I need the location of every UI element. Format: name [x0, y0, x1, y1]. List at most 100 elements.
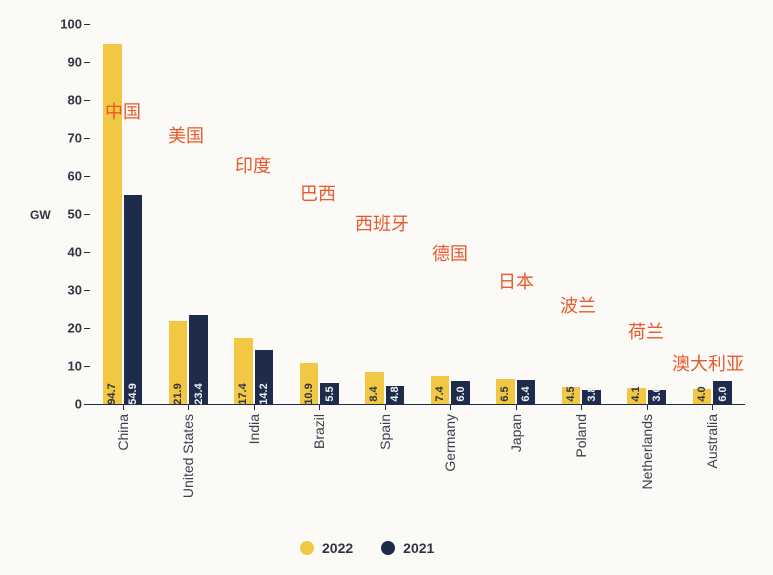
bar-value-label: 6.5 [499, 386, 511, 401]
bar-value-label: 21.9 [172, 383, 184, 404]
bar-2022: 10.9 [300, 363, 319, 404]
bar-value-label: 94.7 [106, 383, 118, 404]
y-tick-mark [84, 62, 90, 63]
bar-2021: 3.6 [648, 390, 667, 404]
bar-2021: 4.8 [386, 386, 405, 404]
bar-value-label: 4.1 [630, 386, 642, 401]
x-tick-mark [516, 404, 517, 410]
bar-value-label: 14.2 [258, 383, 270, 404]
x-tick-label: United States [180, 414, 196, 498]
x-tick-label: Germany [442, 414, 458, 472]
x-tick-mark [647, 404, 648, 410]
y-tick-label: 30 [68, 283, 82, 298]
bar-value-label: 4.8 [389, 386, 401, 401]
bar-value-label: 54.9 [127, 383, 139, 404]
y-tick-label: 0 [75, 397, 82, 412]
annotation-label: 德国 [432, 240, 468, 266]
y-tick-mark [84, 328, 90, 329]
x-tick-label: Spain [377, 414, 393, 450]
bar-2022: 4.0 [693, 389, 712, 404]
bar-2022: 7.4 [431, 376, 450, 404]
x-tick-label: Poland [573, 414, 589, 458]
bar-value-label: 6.4 [520, 386, 532, 401]
bar-value-label: 3.6 [651, 386, 663, 401]
y-tick-label: 20 [68, 321, 82, 336]
x-tick-mark [254, 404, 255, 410]
legend-swatch [381, 541, 395, 555]
bar-value-label: 4.0 [696, 386, 708, 401]
bar-2021: 5.5 [320, 383, 339, 404]
legend-item: 2022 [300, 540, 353, 556]
bar-2021: 54.9 [124, 195, 143, 404]
y-tick-mark [84, 100, 90, 101]
y-tick-mark [84, 214, 90, 215]
x-tick-label: China [115, 414, 131, 451]
y-tick-mark [84, 24, 90, 25]
x-tick-mark [319, 404, 320, 410]
bar-value-label: 10.9 [303, 383, 315, 404]
legend-label: 2022 [322, 540, 353, 556]
y-tick-label: 10 [68, 359, 82, 374]
y-tick-mark [84, 366, 90, 367]
bar-value-label: 17.4 [237, 383, 249, 404]
y-tick-label: 100 [60, 17, 82, 32]
bar-value-label: 5.5 [324, 386, 336, 401]
x-tick-mark [188, 404, 189, 410]
bar-2021: 6.4 [517, 380, 536, 404]
legend: 2022 2021 [300, 540, 434, 556]
annotation-label: 澳大利亚 [672, 350, 744, 376]
bar-value-label: 7.4 [434, 386, 446, 401]
chart-container: 0 10 20 30 40 50 60 70 80 90 100 China 94.7 54.9 Unite… [0, 0, 773, 575]
annotation-label: 西班牙 [355, 210, 409, 236]
bar-value-label: 8.4 [368, 386, 380, 401]
y-tick-mark [84, 176, 90, 177]
y-tick-label: 90 [68, 55, 82, 70]
bar-value-label: 23.4 [193, 383, 205, 404]
bar-value-label: 6.0 [717, 386, 729, 401]
bar-2022: 21.9 [169, 321, 188, 404]
y-tick-label: 40 [68, 245, 82, 260]
bar-2022: 17.4 [234, 338, 253, 404]
annotation-label: 印度 [235, 152, 271, 178]
y-tick-label: 80 [68, 93, 82, 108]
y-tick-mark [84, 138, 90, 139]
y-tick-mark [84, 290, 90, 291]
bar-2021: 6.0 [713, 381, 732, 404]
annotation-label: 波兰 [560, 292, 596, 318]
y-tick-mark [84, 404, 90, 405]
x-tick-mark [450, 404, 451, 410]
x-tick-label: India [246, 414, 262, 444]
x-tick-mark [581, 404, 582, 410]
bar-2022: 4.5 [562, 387, 581, 404]
y-tick-mark [84, 252, 90, 253]
legend-label: 2021 [403, 540, 434, 556]
annotation-label: 巴西 [300, 180, 336, 206]
bar-value-label: 4.5 [565, 386, 577, 401]
bar-2022: 4.1 [627, 388, 646, 404]
x-tick-mark [385, 404, 386, 410]
bar-value-label: 3.8 [586, 386, 598, 401]
bar-2021: 6.0 [451, 381, 470, 404]
bar-2021: 14.2 [255, 350, 274, 404]
annotation-label: 日本 [498, 268, 534, 294]
y-axis-title: GW [30, 208, 51, 222]
annotation-label: 荷兰 [628, 318, 664, 344]
x-tick-label: Australia [704, 414, 720, 468]
bar-2022: 6.5 [496, 379, 515, 404]
x-tick-mark [123, 404, 124, 410]
y-tick-label: 70 [68, 131, 82, 146]
annotation-label: 美国 [168, 122, 204, 148]
plot-area: 0102030405060708090100China94.754.9Unite… [90, 24, 745, 405]
x-tick-mark [712, 404, 713, 410]
x-tick-label: Japan [508, 414, 524, 452]
bar-2021: 3.8 [582, 390, 601, 404]
bar-value-label: 6.0 [455, 386, 467, 401]
annotation-label: 中国 [105, 98, 141, 124]
x-tick-label: Brazil [311, 414, 327, 449]
bar-2022: 8.4 [365, 372, 384, 404]
legend-item: 2021 [381, 540, 434, 556]
bar-2021: 23.4 [189, 315, 208, 404]
legend-swatch [300, 541, 314, 555]
y-tick-label: 50 [68, 207, 82, 222]
y-tick-label: 60 [68, 169, 82, 184]
